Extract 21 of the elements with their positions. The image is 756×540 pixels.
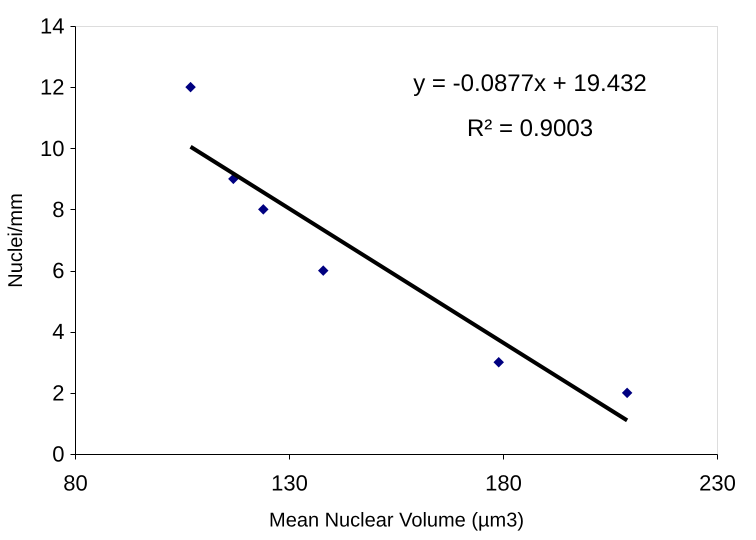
point (622, 388, 632, 398)
x-tick-label: 180 (485, 470, 522, 496)
point (318, 265, 328, 276)
point (493, 357, 504, 368)
annotation: R² = 0.9003 (466, 115, 594, 142)
y-tick-label: 6 (52, 258, 64, 284)
y-axis-title: Nuclei/mm (5, 193, 28, 288)
y-tick-label: 0 (52, 442, 64, 466)
x-tick-label: 80 (63, 470, 88, 496)
point (258, 204, 269, 215)
y-tick-label: 8 (52, 196, 64, 222)
x-tick-label: 130 (271, 470, 308, 496)
x-tick-label: 230 (699, 470, 736, 496)
y-tick-label: 4 (52, 319, 64, 344)
y-tick-label: 14 (40, 14, 64, 38)
point (185, 82, 196, 92)
y-tick-label: 2 (52, 380, 64, 406)
x-axis-title: Mean Nuclear Volume (µm3) (269, 510, 524, 532)
y-tick-label: 10 (40, 136, 64, 161)
annotation: y = -0.0877x + 19.432 (413, 70, 647, 97)
y-tick-label: 12 (40, 74, 64, 100)
